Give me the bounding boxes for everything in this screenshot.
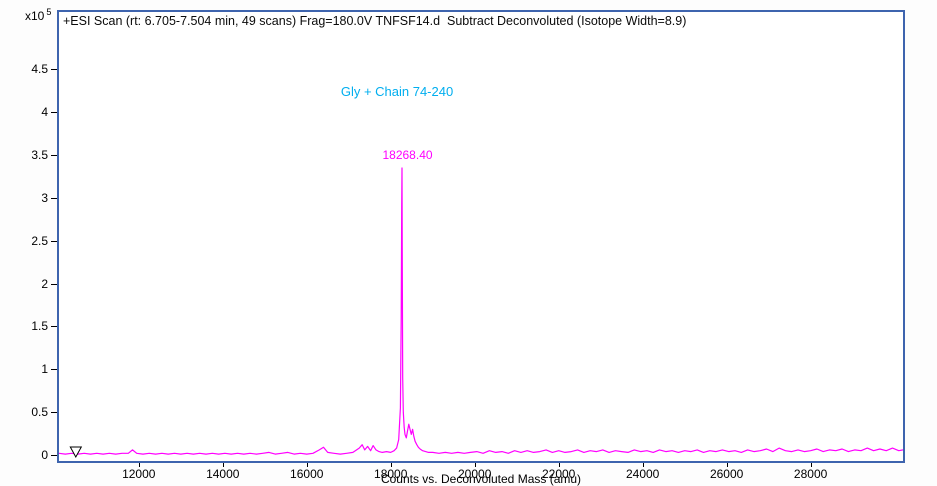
x-tick-mark <box>307 463 308 467</box>
y-exp-power: 5 <box>46 7 52 17</box>
y-tick-label: 3.5 <box>31 148 48 163</box>
species-annotation: Gly + Chain 74-240 <box>340 84 454 100</box>
x-tick-label: 26000 <box>709 467 744 481</box>
y-tick-mark <box>51 69 57 70</box>
y-tick-label: 1 <box>41 362 48 377</box>
scan-header-text: +ESI Scan (rt: 6.705-7.504 min, 49 scans… <box>63 14 687 28</box>
x-tick-label: 24000 <box>625 467 660 481</box>
x-tick-mark <box>139 463 140 467</box>
x-tick-mark <box>643 463 644 467</box>
y-tick-label: 4.5 <box>31 62 48 77</box>
y-tick-mark <box>51 369 57 370</box>
range-start-marker-icon[interactable] <box>69 446 83 459</box>
y-tick-label: 1.5 <box>31 319 48 334</box>
x-tick-label: 14000 <box>206 467 240 481</box>
y-tick-mark <box>51 455 57 456</box>
spectrum-canvas <box>59 167 903 459</box>
x-tick-mark <box>727 463 728 467</box>
y-axis-exponent-label: x10 5 <box>25 7 51 23</box>
spectrum-trace <box>59 167 903 455</box>
x-tick-label: 12000 <box>122 467 156 481</box>
y-tick-label: 0 <box>41 448 48 462</box>
x-tick-mark <box>811 463 812 467</box>
x-tick-label: 18000 <box>374 467 408 481</box>
x-tick-label: 22000 <box>541 467 576 481</box>
y-tick-mark <box>51 112 57 113</box>
y-tick-mark <box>51 155 57 156</box>
x-tick-mark <box>223 463 224 467</box>
y-tick-label: 0.5 <box>31 405 48 420</box>
x-tick-label: 28000 <box>793 467 828 481</box>
y-tick-mark <box>51 412 57 413</box>
x-tick-label: 16000 <box>290 467 324 481</box>
y-tick-mark <box>51 241 57 242</box>
peak-mass-label: 18268.40 <box>382 147 433 162</box>
x-tick-mark <box>475 463 476 467</box>
x-tick-mark <box>559 463 560 467</box>
y-exp-base: x10 <box>25 9 45 23</box>
y-tick-label: 2.5 <box>31 233 48 248</box>
y-tick-label: 4 <box>41 105 48 120</box>
x-axis-title: Counts vs. Deconvoluted Mass (amu) <box>380 472 582 486</box>
y-tick-mark <box>51 284 57 285</box>
y-tick-label: 3 <box>41 190 48 205</box>
plot-area[interactable]: +ESI Scan (rt: 6.705-7.504 min, 49 scans… <box>57 10 905 463</box>
y-tick-mark <box>51 198 57 199</box>
x-tick-mark <box>391 463 392 467</box>
y-tick-mark <box>51 326 57 327</box>
x-tick-label: 20000 <box>458 467 492 481</box>
y-tick-label: 2 <box>41 276 48 291</box>
